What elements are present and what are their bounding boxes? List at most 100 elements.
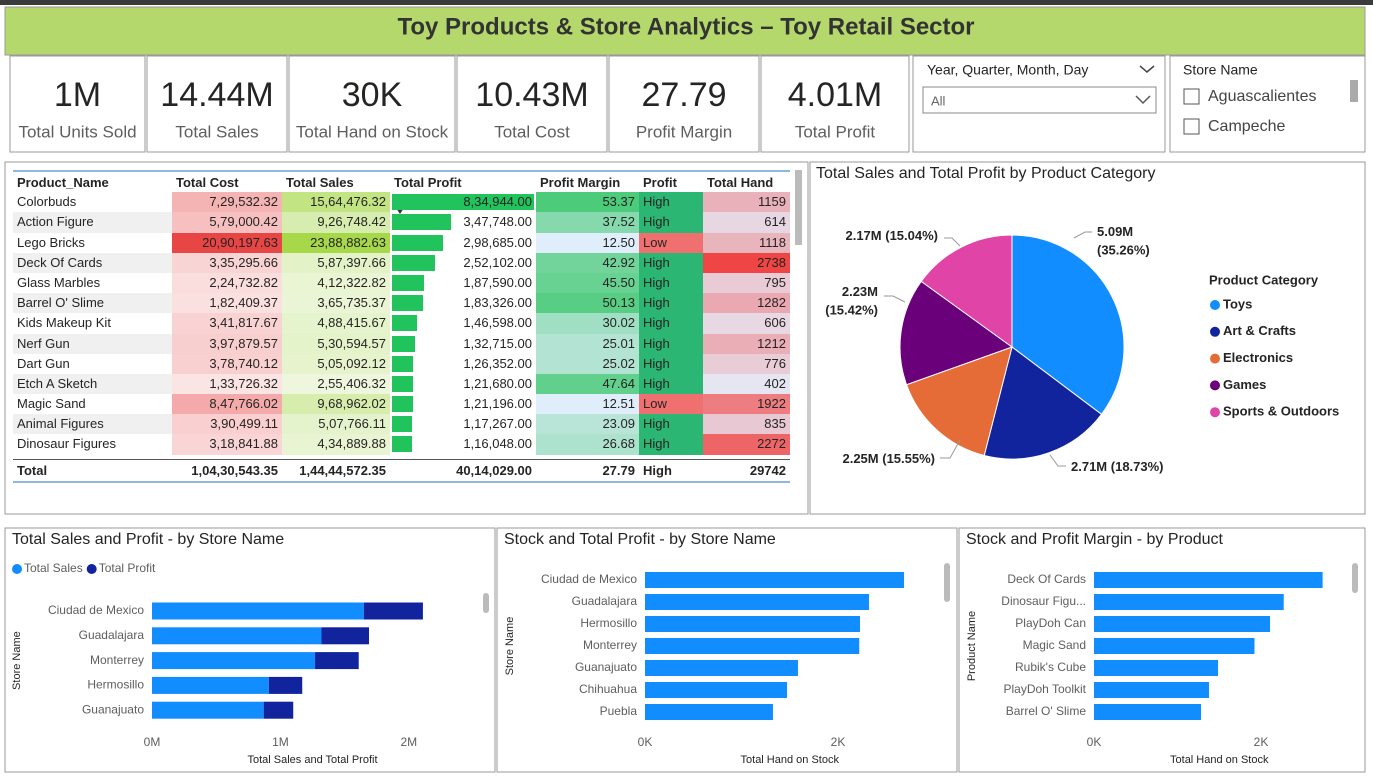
table-cell: 5,07,766.11	[282, 414, 390, 435]
table-cell: 776	[703, 353, 790, 374]
total-cell: 1,44,44,572.35	[299, 462, 386, 478]
cell-text: Low	[643, 234, 667, 250]
pie-slice	[920, 234, 1013, 348]
pie-slice	[983, 346, 1103, 460]
bar	[321, 627, 369, 645]
table-cell: 4,34,889.88	[282, 434, 390, 455]
pie-slice	[1011, 234, 1125, 416]
legend-marker	[1210, 380, 1220, 391]
table: Product_Name Total Cost Total Sales Total P…	[13, 170, 790, 483]
cell-text: 3,65,735.37	[317, 295, 386, 311]
y-tick-label: PlayDoh Can	[1015, 616, 1086, 630]
table-cell: 8,34,944.00	[390, 192, 536, 212]
kpi-label: Total Sales	[175, 122, 258, 141]
table-cell: High	[639, 373, 703, 395]
total-cell: 27.79	[602, 462, 635, 478]
table-cell: 37.52	[536, 212, 639, 233]
bar	[1094, 704, 1202, 720]
table-row: Dinosaur Figures 3,18,841.88 4,34,889.88 1,…	[13, 434, 790, 455]
checkbox[interactable]	[1183, 88, 1200, 105]
column-header: Product_Name	[17, 175, 109, 190]
y-tick-label: Chihuahua	[579, 682, 637, 696]
cell-text: 5,87,397.66	[317, 254, 386, 270]
chevron[interactable]	[1135, 95, 1151, 105]
cell-text: 795	[764, 274, 786, 290]
data-bar	[392, 396, 413, 413]
option[interactable]: Campeche	[1208, 118, 1285, 135]
kpi-card	[760, 55, 910, 153]
amount-label: 5.09M	[1097, 224, 1133, 239]
panel-title: Total Sales and Total Profit by Product …	[816, 165, 1155, 182]
cell-text: 50.13	[602, 295, 635, 311]
legend-label: Art & Crafts	[1223, 323, 1296, 338]
sort-icon[interactable]	[396, 208, 404, 214]
y-tick-label: Guadalajara	[572, 594, 638, 608]
checkbox[interactable]	[1183, 118, 1200, 135]
table-cell: 9,26,748.42	[282, 212, 390, 233]
cell-text: High	[643, 274, 670, 290]
table-cell: 1,21,196.00	[390, 394, 536, 414]
cell-text: 5,30,594.57	[317, 335, 386, 351]
kpi-value: 1M	[54, 76, 101, 114]
cell-text: 402	[764, 375, 786, 391]
cell-text: 1,17,267.00	[463, 416, 532, 432]
bar	[1094, 682, 1209, 698]
table-cell: 12.51	[536, 394, 639, 415]
x-tick-label: 1M	[272, 735, 289, 749]
legend-marker	[1210, 300, 1220, 310]
table-cell: 2738	[703, 252, 790, 273]
cell-text: 26.68	[602, 436, 635, 452]
cell-text: 3,97,879.57	[209, 335, 278, 351]
option[interactable]: Aguascalientes	[1208, 88, 1317, 105]
legend-label: Toys	[1223, 296, 1252, 311]
bar	[1094, 660, 1218, 676]
table-cell: 23.09	[536, 414, 639, 435]
cell-text: 614	[764, 214, 786, 230]
cell-text: 2738	[757, 254, 786, 270]
title: Toy Products & Store Analytics – Toy Ret…	[397, 13, 974, 40]
x-tick-label: 2K	[1254, 735, 1269, 749]
legend-marker	[12, 564, 22, 574]
scrollbar[interactable]	[795, 170, 802, 245]
table-row: Glass Marbles 2,24,732.82 4,12,322.82 1,87,…	[13, 272, 790, 294]
table-row: Colorbuds 7,29,532.32 15,64,476.32 8,34,944…	[13, 192, 790, 213]
table-row: Deck Of Cards 3,35,295.66 5,87,397.66 2,52,…	[13, 252, 790, 273]
kpi-card	[146, 55, 288, 153]
table-cell: Barrel O' Slime	[13, 293, 172, 314]
x-axis-title: Total Hand on Stock	[741, 754, 840, 766]
dropdown-value[interactable]: All	[931, 93, 946, 108]
table-cell: 2,52,102.00	[390, 253, 536, 273]
table-cell: 5,79,000.42	[172, 212, 282, 233]
pie-panel	[809, 161, 1366, 515]
total-cell: 40,14,029.00	[456, 462, 532, 478]
leader-line	[884, 295, 906, 303]
kpi-card	[456, 55, 608, 153]
data-bar	[392, 335, 415, 352]
bar	[152, 676, 269, 694]
slice-label: 2.23M	[842, 284, 878, 299]
x-tick-label: 0K	[1087, 735, 1102, 749]
table-cell: 3,65,735.37	[282, 293, 390, 314]
bar	[363, 602, 423, 620]
pie-slice	[899, 280, 1014, 386]
table-cell: 47.64	[536, 373, 639, 395]
table-cell: High	[639, 414, 703, 435]
percent-label: (18.73%)	[1111, 459, 1164, 474]
data-bar	[392, 214, 452, 231]
slicer-label: Year, Quarter, Month, Day	[927, 62, 1088, 78]
chevron[interactable]	[1139, 65, 1155, 73]
kpi-label: Profit Margin	[636, 122, 732, 141]
cell-text: 4,88,415.67	[317, 315, 386, 331]
bar	[315, 652, 359, 670]
percent-label: (15.42%)	[825, 302, 878, 317]
cell-text: 5,05,092.12	[317, 355, 386, 371]
dropdown[interactable]	[922, 86, 1157, 114]
scrollbar[interactable]	[1350, 80, 1358, 102]
cell-text: 1118	[759, 234, 786, 250]
table-cell: 1282	[703, 293, 790, 314]
cell-text: 9,68,962.02	[317, 396, 386, 412]
kpi-value: 14.44M	[160, 76, 273, 114]
x-tick-label: 0M	[144, 735, 161, 749]
